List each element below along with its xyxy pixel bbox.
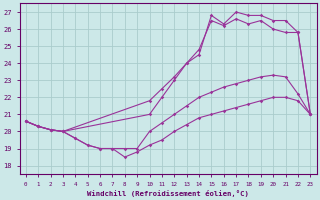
X-axis label: Windchill (Refroidissement éolien,°C): Windchill (Refroidissement éolien,°C) — [87, 190, 249, 197]
